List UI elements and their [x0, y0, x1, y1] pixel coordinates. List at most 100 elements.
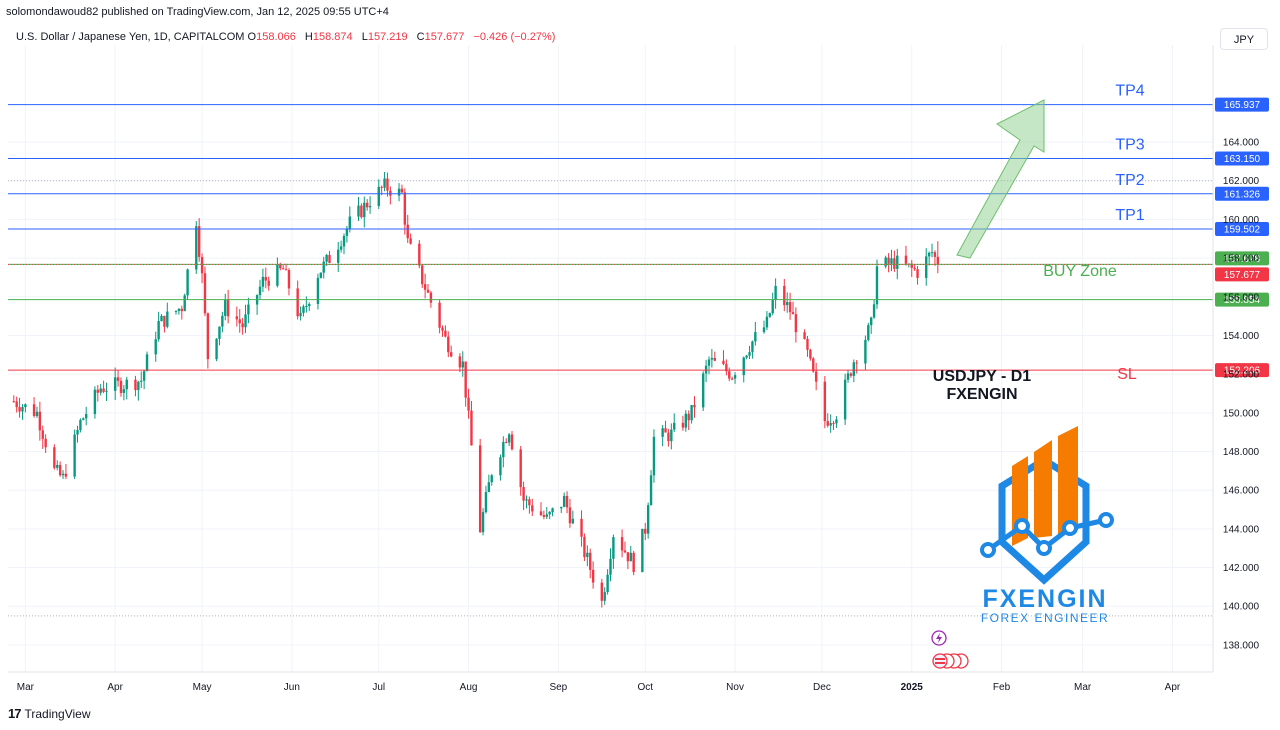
candle-body — [661, 428, 664, 437]
price-badge-label: 155.854 — [1224, 295, 1261, 306]
candle-body — [693, 404, 696, 408]
candle-body — [623, 550, 627, 553]
candle-body — [913, 267, 916, 270]
candle-body — [893, 258, 896, 269]
candle-body — [287, 270, 291, 289]
candle-body — [525, 499, 528, 501]
x-tick-label: Jul — [372, 682, 385, 693]
x-tick-label: 2025 — [901, 682, 924, 693]
candle-body — [400, 188, 404, 193]
candle-body — [748, 352, 751, 356]
low-value: 157.219 — [367, 31, 408, 43]
buy-zone-label: BUY Zone — [1043, 263, 1117, 280]
candle-body — [458, 356, 462, 368]
candle-body — [284, 269, 288, 271]
y-tick-label: 144.000 — [1223, 524, 1260, 535]
candle-body — [565, 495, 569, 508]
candle-body — [531, 505, 534, 512]
candle-body — [247, 304, 250, 315]
x-axis: Mar Apr May Jun Jul Aug Sep Oct Nov Dec 2025 Feb Mar… — [8, 671, 1213, 693]
candle-body — [24, 404, 27, 408]
candle-body — [765, 316, 769, 328]
candle-body — [438, 302, 441, 328]
candle-body — [281, 268, 285, 270]
candle-body — [560, 506, 563, 509]
logo-name: FXENGIN — [982, 585, 1107, 613]
candle-body — [768, 313, 772, 317]
candle-body — [464, 361, 467, 398]
y-tick-label: 158.000 — [1223, 254, 1260, 265]
candle-body — [673, 422, 676, 430]
y-tick-label: 148.000 — [1223, 447, 1260, 458]
candle-body — [751, 341, 754, 353]
x-tick-label: Sep — [549, 682, 567, 693]
close-label: C — [416, 31, 425, 43]
candle-body — [449, 352, 453, 357]
candle-body — [15, 401, 18, 408]
currency-button[interactable]: JPY — [1220, 28, 1268, 50]
x-tick-label: Apr — [1165, 682, 1181, 693]
level-label-tp4: TP4 — [1115, 83, 1144, 100]
y-tick-label: 140.000 — [1223, 602, 1260, 613]
candle-body — [826, 421, 829, 426]
candle-body — [406, 224, 409, 239]
levels: 165.937 TP4 163.150 TP3 161.326 TP2 159.502 TP1… — [8, 83, 1269, 378]
price-badge-label: 159.502 — [1224, 225, 1261, 236]
candle-body — [664, 428, 667, 433]
change-value: −0.426 (−0.27%) — [473, 31, 556, 43]
candle-body — [843, 379, 847, 420]
candle-body — [96, 389, 99, 393]
candle-body — [896, 255, 899, 269]
candle-body — [551, 508, 554, 513]
lightning-icon[interactable] — [931, 630, 947, 646]
price-badge — [1215, 363, 1269, 378]
candle-body — [276, 264, 279, 286]
candle-body — [125, 379, 128, 390]
candle-body — [177, 308, 181, 311]
logo-bar-2 — [1034, 440, 1052, 538]
candle-body — [580, 518, 583, 537]
x-tick-label: Oct — [637, 682, 653, 693]
candle-body — [933, 252, 937, 257]
candle-body — [687, 413, 690, 421]
symbol-legend: U.S. Dollar / Japanese Yen, 1D, CAPITALC… — [16, 31, 561, 43]
logo-bar-3 — [1058, 426, 1078, 536]
candle-body — [589, 552, 592, 570]
candle-body — [241, 323, 244, 328]
price-badge — [1215, 186, 1269, 201]
candle-body — [875, 266, 879, 305]
high-value: 158.874 — [312, 31, 353, 43]
price-badge — [1215, 97, 1269, 112]
candle-body — [85, 414, 88, 419]
economic-events-icon[interactable] — [932, 653, 969, 669]
candle-body — [383, 178, 386, 188]
sl-label: SL — [1117, 366, 1137, 383]
candle-body — [157, 321, 160, 340]
candle-body — [386, 178, 389, 191]
candle-body — [119, 380, 123, 393]
candle-body — [308, 303, 311, 306]
x-tick-label: Feb — [993, 682, 1011, 693]
candle-body — [160, 315, 163, 322]
candle-body — [235, 316, 239, 320]
candle-body — [925, 256, 928, 278]
candle-body — [226, 299, 230, 317]
low-label: L — [361, 31, 368, 43]
candle-body — [342, 235, 346, 247]
candle-body — [368, 205, 372, 208]
candle-body — [134, 379, 137, 391]
candle-body — [600, 582, 604, 601]
price-badge-label: 157.677 — [1224, 270, 1261, 281]
candle-body — [927, 252, 931, 257]
candle-body — [116, 377, 120, 381]
candle-body — [174, 310, 178, 312]
candle-body — [730, 378, 734, 380]
candle-body — [470, 410, 473, 446]
candle-body — [754, 332, 757, 342]
price-badge — [1215, 222, 1269, 237]
candle-body — [867, 325, 870, 340]
candle-body — [137, 381, 140, 391]
candle-body — [484, 492, 488, 513]
y-tick-label: 164.000 — [1223, 138, 1260, 149]
